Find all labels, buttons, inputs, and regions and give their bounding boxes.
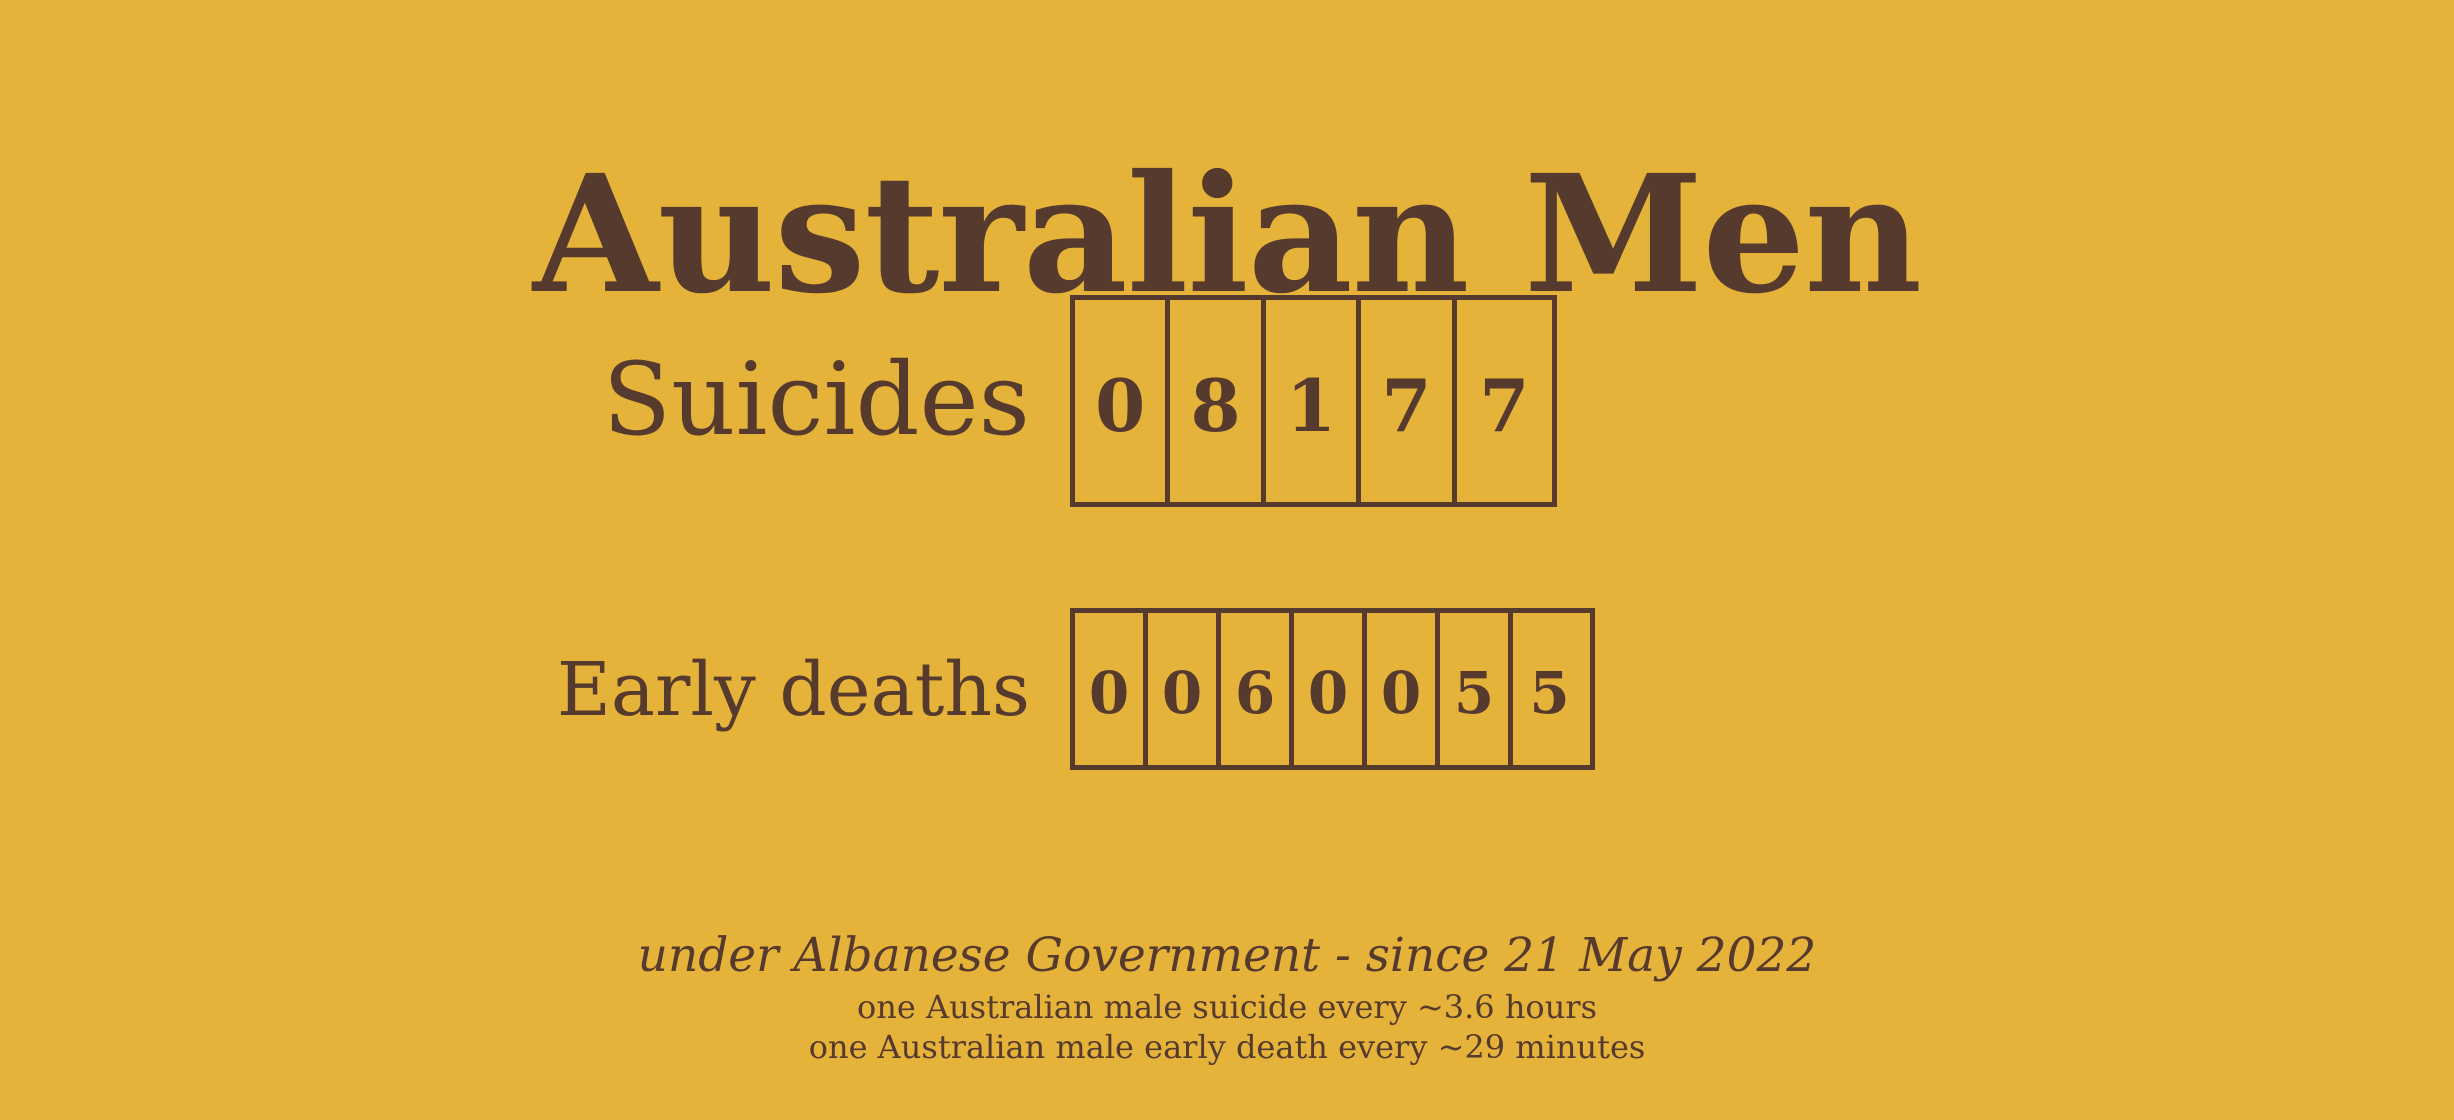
suicides-digit: 7 — [1361, 300, 1457, 502]
early-deaths-counter-display: 0 0 6 0 0 5 5 — [1070, 608, 1595, 770]
suicides-counter-display: 0 8 1 7 7 — [1070, 295, 1557, 507]
suicides-digit: 0 — [1075, 300, 1171, 502]
early-deaths-digit: 0 — [1294, 613, 1367, 765]
early-deaths-digit: 5 — [1529, 659, 1570, 727]
suicides-digit: 8 — [1170, 300, 1266, 502]
early-deaths-counter-row: Early deaths 0 0 6 0 0 5 5 — [0, 608, 2454, 808]
suicides-digit: 1 — [1266, 300, 1362, 502]
early-deaths-label: Early deaths — [556, 647, 1030, 733]
early-death-rate-note: one Australian male early death every ~2… — [808, 1028, 1646, 1066]
early-deaths-digit: 6 — [1221, 613, 1294, 765]
early-deaths-digit: 5 — [1440, 613, 1513, 765]
early-deaths-digit: 0 — [1075, 613, 1148, 765]
suicides-counter-row: Suicides 0 8 1 7 7 — [0, 295, 2454, 507]
early-deaths-digit: 0 — [1148, 613, 1221, 765]
suicides-label: Suicides — [602, 341, 1030, 458]
suicide-rate-note: one Australian male suicide every ~3.6 h… — [856, 988, 1598, 1026]
government-period-caption: under Albanese Government - since 21 May… — [637, 928, 1817, 983]
early-deaths-digit: 0 — [1367, 613, 1440, 765]
suicides-digit: 7 — [1479, 363, 1530, 448]
page-title: Australian Men — [532, 139, 1922, 330]
